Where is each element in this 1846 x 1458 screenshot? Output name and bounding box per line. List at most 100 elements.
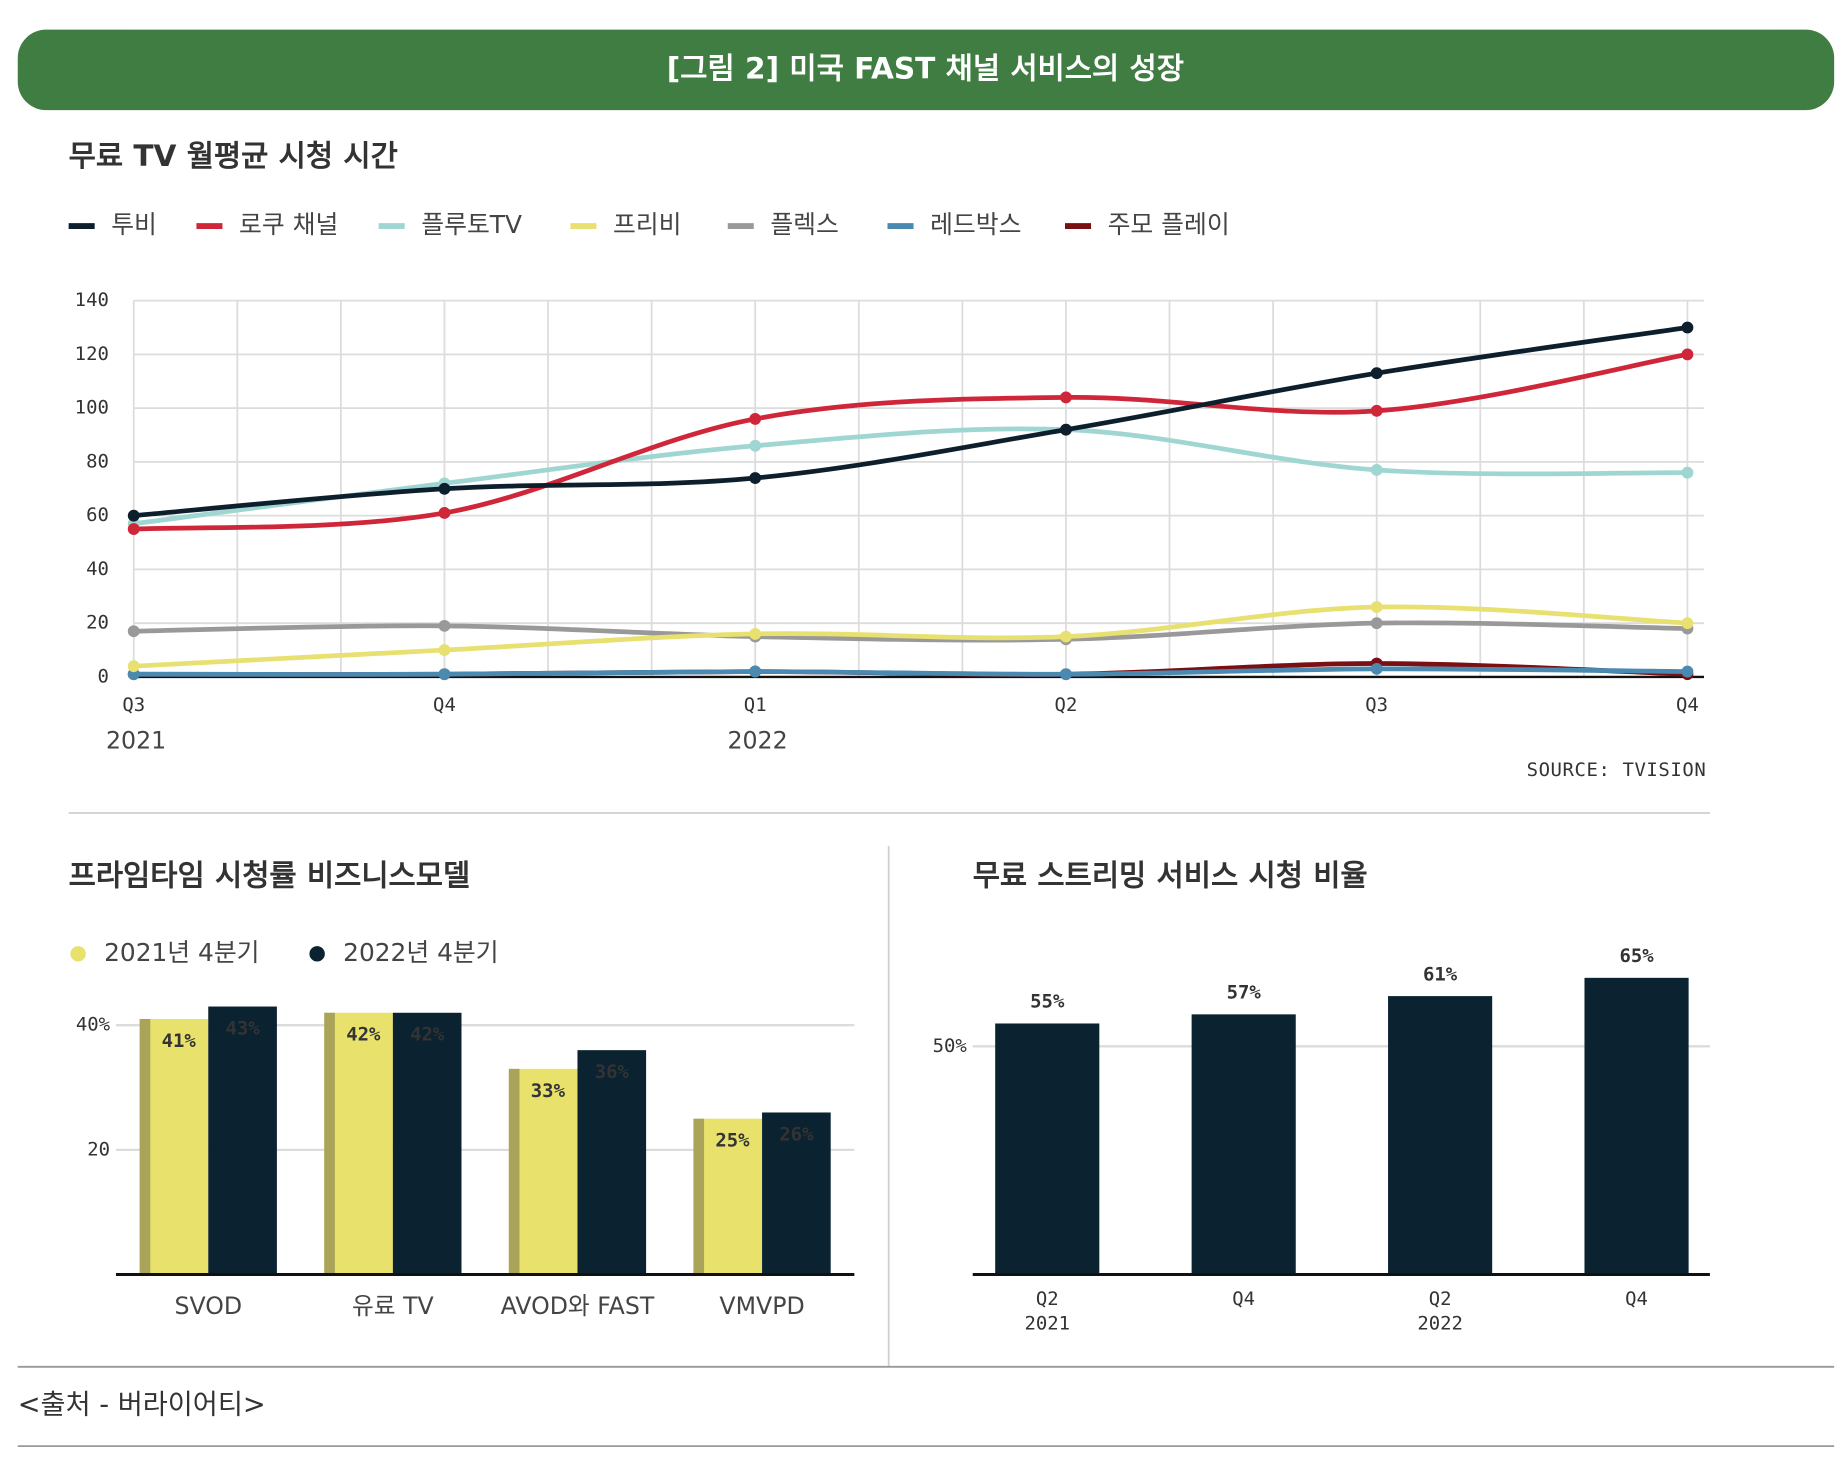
value-label: 42% (410, 1024, 445, 1046)
value-label: 61% (1423, 963, 1458, 985)
y-tick-label: 20 (87, 1138, 110, 1160)
data-point (1370, 464, 1383, 476)
chart-title: 무료 TV 월평균 시청 시간 (69, 139, 398, 173)
chart-title: 프라임타임 시청률 비즈니스모델 (69, 858, 471, 892)
data-point (749, 439, 762, 452)
legend-swatch (309, 946, 325, 962)
bar (1388, 996, 1493, 1275)
y-tick-label: 40% (76, 1014, 111, 1036)
footer-source: <출처 - 버라이어티> (18, 1389, 266, 1420)
bar-shade (139, 1018, 151, 1275)
x-group-label: 2021 (106, 727, 166, 755)
value-label: 26% (779, 1123, 814, 1145)
data-point (1370, 367, 1383, 380)
y-tick-label: 40 (86, 558, 109, 580)
legend-label: 플루토TV (421, 210, 522, 239)
data-point (749, 412, 762, 425)
data-point (1370, 404, 1383, 417)
data-point (1060, 630, 1072, 643)
x-group-label: 2022 (727, 727, 787, 755)
data-point (438, 619, 451, 632)
legend-label: 레드박스 (930, 210, 1021, 239)
x-tick-label: Q3 (122, 694, 145, 716)
x-group-label: 2022 (1417, 1313, 1463, 1335)
bar (324, 1012, 393, 1275)
bar (577, 1050, 647, 1275)
legend-label: 2022년 4분기 (343, 938, 498, 967)
legend-swatch (70, 946, 86, 962)
x-tick-label: 유료 TV (352, 1292, 434, 1320)
y-tick-label: 0 (97, 665, 108, 687)
y-tick-label: 140 (75, 289, 109, 311)
x-tick-label: Q2 (1429, 1288, 1452, 1310)
series-line (133, 426, 1688, 527)
bar-shade (508, 1068, 520, 1275)
value-label: 42% (346, 1024, 381, 1046)
x-tick-label: Q4 (1232, 1288, 1255, 1310)
y-tick-label: 120 (75, 343, 109, 365)
x-group-label: 2021 (1024, 1313, 1070, 1335)
legend-label: 2021년 4분기 (104, 938, 259, 967)
data-point (749, 665, 762, 678)
data-point (749, 472, 762, 484)
value-label: 55% (1030, 991, 1065, 1013)
x-tick-label: Q3 (1365, 694, 1388, 716)
legend-label: 주모 플레이 (1108, 210, 1230, 239)
series-line (133, 325, 1688, 519)
data-point (438, 668, 451, 681)
data-point (127, 509, 140, 522)
x-tick-label: Q4 (433, 694, 456, 716)
data-point (438, 482, 451, 495)
series-line (133, 352, 1688, 532)
bar (139, 1018, 209, 1275)
value-label: 43% (225, 1018, 260, 1040)
data-point (438, 507, 451, 519)
series-line (133, 666, 1688, 677)
bar (392, 1012, 462, 1275)
bar (1584, 977, 1689, 1275)
legend-label: 로쿠 채널 (239, 210, 338, 239)
x-tick-label: Q2 (1055, 694, 1078, 716)
data-point (1681, 348, 1694, 361)
data-point (1681, 466, 1694, 479)
series-line (133, 620, 1688, 643)
y-tick-label: 80 (86, 450, 109, 472)
value-label: 57% (1227, 982, 1262, 1004)
x-tick-label: Q2 (1036, 1288, 1059, 1310)
bar (762, 1112, 831, 1275)
data-point (1681, 617, 1694, 630)
data-point (438, 644, 451, 656)
source-note: SOURCE: TVISION (1527, 759, 1707, 781)
legend-label: 플렉스 (770, 210, 839, 239)
x-tick-label: SVOD (174, 1292, 242, 1320)
y-tick-label: 50% (933, 1035, 968, 1057)
value-label: 33% (531, 1080, 566, 1102)
data-point (1681, 321, 1694, 334)
y-tick-label: 60 (86, 504, 109, 526)
data-point (749, 628, 762, 640)
series-line (133, 604, 1688, 669)
x-tick-label: AVOD와 FAST (501, 1292, 655, 1320)
y-tick-label: 100 (75, 397, 109, 419)
x-tick-label: VMVPD (719, 1292, 804, 1320)
data-point (127, 625, 140, 638)
value-label: 41% (162, 1030, 197, 1052)
value-label: 65% (1619, 945, 1654, 967)
data-point (1370, 601, 1383, 613)
data-point (127, 660, 140, 673)
data-point (1060, 423, 1072, 436)
data-point (127, 523, 140, 536)
banner (17, 29, 1835, 111)
banner-title: [그림 2] 미국 FAST 채널 서비스의 성장 (667, 51, 1184, 85)
bar (693, 1118, 763, 1275)
x-tick-label: Q4 (1676, 694, 1699, 716)
data-point (1681, 665, 1694, 678)
bar-shade (324, 1012, 335, 1275)
value-label: 25% (715, 1130, 750, 1152)
legend-label: 프리비 (613, 210, 682, 239)
data-point (1370, 662, 1383, 675)
bar (208, 1006, 277, 1275)
data-point (1060, 391, 1072, 404)
value-label: 36% (595, 1061, 630, 1083)
bar (1191, 1014, 1296, 1275)
